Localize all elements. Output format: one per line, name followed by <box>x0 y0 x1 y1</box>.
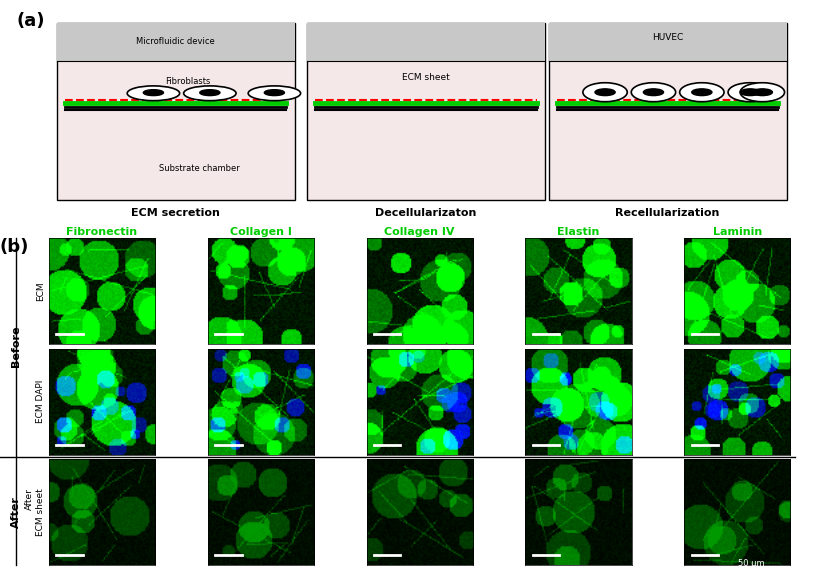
Ellipse shape <box>740 83 784 102</box>
Text: ECM DAPI: ECM DAPI <box>35 380 44 424</box>
FancyBboxPatch shape <box>549 23 787 200</box>
Ellipse shape <box>200 90 220 95</box>
Text: Recellularization: Recellularization <box>616 208 720 218</box>
Text: (b): (b) <box>0 238 29 256</box>
Ellipse shape <box>644 89 663 95</box>
FancyBboxPatch shape <box>57 23 295 61</box>
Text: ECM: ECM <box>35 282 44 301</box>
Ellipse shape <box>184 86 236 100</box>
Ellipse shape <box>583 83 627 102</box>
Title: Collagen I: Collagen I <box>230 227 292 238</box>
Text: After
ECM sheet: After ECM sheet <box>26 488 44 536</box>
Text: ECM sheet: ECM sheet <box>402 73 449 82</box>
Ellipse shape <box>728 83 773 102</box>
FancyBboxPatch shape <box>549 23 787 61</box>
Text: 50 μm: 50 μm <box>738 560 765 568</box>
Ellipse shape <box>143 90 164 95</box>
FancyBboxPatch shape <box>307 23 545 61</box>
Ellipse shape <box>128 86 179 100</box>
Text: (a): (a) <box>16 12 44 30</box>
Text: Microfluidic device: Microfluidic device <box>137 37 215 46</box>
Text: HUVEC: HUVEC <box>652 33 683 42</box>
Text: Before: Before <box>11 326 21 367</box>
Text: Decellularizaton: Decellularizaton <box>375 208 477 218</box>
Text: ECM secretion: ECM secretion <box>131 208 220 218</box>
Text: After: After <box>11 496 21 528</box>
Title: Elastin: Elastin <box>557 227 600 238</box>
FancyBboxPatch shape <box>57 23 295 200</box>
Title: Laminin: Laminin <box>713 227 762 238</box>
Text: Fibroblasts: Fibroblasts <box>165 77 210 86</box>
Ellipse shape <box>264 90 285 95</box>
Ellipse shape <box>752 89 773 95</box>
Title: Fibronectin: Fibronectin <box>67 227 137 238</box>
Ellipse shape <box>249 86 300 100</box>
Ellipse shape <box>595 89 615 95</box>
Text: Substrate chamber: Substrate chamber <box>159 164 239 172</box>
Ellipse shape <box>740 89 760 95</box>
Ellipse shape <box>692 89 712 95</box>
Title: Collagen IV: Collagen IV <box>384 227 455 238</box>
Ellipse shape <box>680 83 724 102</box>
FancyBboxPatch shape <box>307 23 545 200</box>
Ellipse shape <box>631 83 676 102</box>
